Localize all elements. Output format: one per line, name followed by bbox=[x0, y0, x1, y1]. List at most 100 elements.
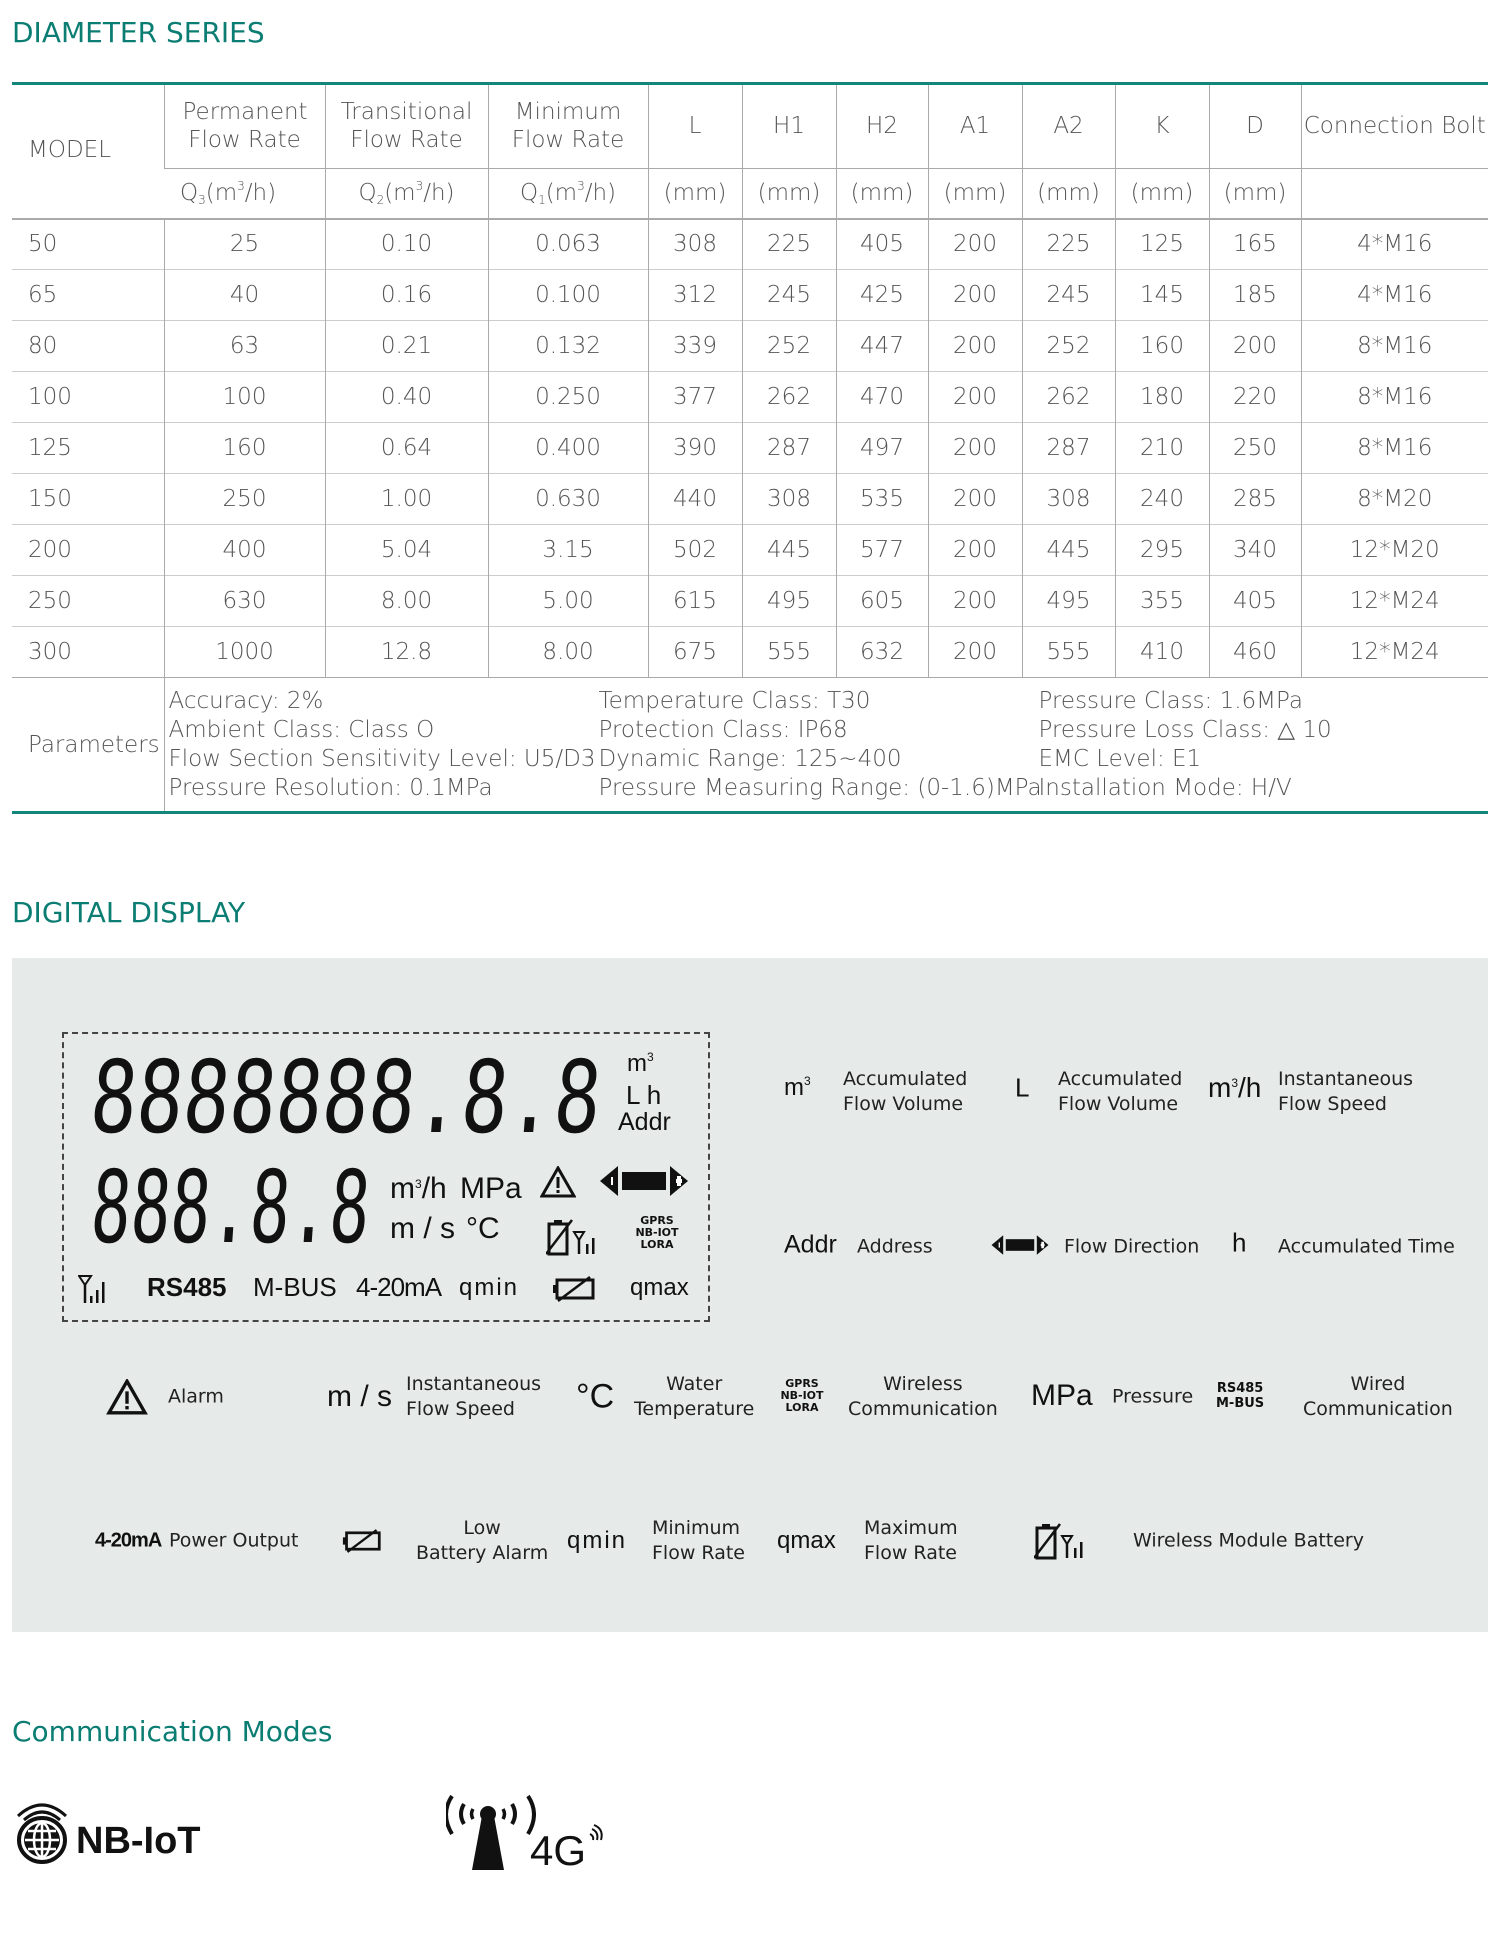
table-row: 100 100 0.40 0.250 377 262 470 200 262 180 220 8*M1… bbox=[12, 371, 1488, 423]
table-cell: 200 bbox=[927, 626, 1022, 678]
table-cell: 8*M20 bbox=[1300, 473, 1488, 525]
table-cell: 12*M24 bbox=[1300, 626, 1488, 678]
table-cell: 200 bbox=[927, 269, 1022, 321]
legend-ms-label: Instantaneous Flow Speed bbox=[406, 1373, 542, 1420]
legend-flow-direction-label: Flow Direction bbox=[1064, 1235, 1200, 1258]
legend-wired-label: Wired Communication bbox=[1303, 1373, 1453, 1420]
legend-wireless-module-battery-icon bbox=[1034, 1523, 1083, 1560]
table-cell: 252 bbox=[741, 320, 836, 372]
header-d: D bbox=[1208, 83, 1301, 169]
table-cell: 308 bbox=[647, 217, 742, 270]
header-h1: H1 bbox=[741, 83, 836, 169]
lcd-display bbox=[62, 1032, 710, 1322]
unit-mm: (mm) bbox=[1021, 168, 1115, 219]
table-cell: 308 bbox=[741, 473, 836, 525]
digital-display-title: DIGITAL DISPLAY bbox=[12, 896, 246, 929]
table-cell: 50 bbox=[12, 217, 164, 270]
legend-ms-symbol: m / s bbox=[327, 1380, 392, 1413]
4g-label: 4G bbox=[530, 1827, 587, 1874]
table-cell: 8*M16 bbox=[1300, 320, 1488, 372]
legend-wired-symbol: RS485 M-BUS bbox=[1216, 1381, 1265, 1411]
parameter-item: Pressure Measuring Range: (0-1.6)MPa bbox=[598, 774, 1042, 801]
table-cell: 0.100 bbox=[487, 269, 648, 321]
table-cell: 100 bbox=[163, 371, 325, 423]
table-cell: 0.64 bbox=[324, 422, 488, 474]
table-cell: 210 bbox=[1114, 422, 1209, 474]
header-a1: A1 bbox=[927, 83, 1022, 169]
table-row: 65 40 0.16 0.100 312 245 425 200 245 145 185 4*M16 bbox=[12, 269, 1488, 321]
table-cell: 340 bbox=[1208, 524, 1301, 576]
table-cell: 100 bbox=[12, 371, 164, 423]
table-cell: 262 bbox=[741, 371, 836, 423]
table-cell: 262 bbox=[1021, 371, 1115, 423]
lcd-unit-c: °C bbox=[466, 1212, 500, 1245]
table-cell: 200 bbox=[927, 575, 1022, 627]
parameters-column: Pressure Class: 1.6MPa Pressure Loss Clas… bbox=[1039, 687, 1489, 803]
parameter-item: Accuracy: 2% bbox=[168, 687, 324, 714]
table-cell: 200 bbox=[12, 524, 164, 576]
table-cell: 5.04 bbox=[324, 524, 488, 576]
table-cell: 185 bbox=[1208, 269, 1301, 321]
table-cell: 287 bbox=[741, 422, 836, 474]
legend-addr-label: Address bbox=[857, 1235, 933, 1258]
table-cell: 12.8 bbox=[324, 626, 488, 678]
table-cell: 355 bbox=[1114, 575, 1209, 627]
table-row: 250 630 8.00 5.00 615 495 605 200 495 355 405 12*M2… bbox=[12, 575, 1488, 627]
table-cell: 0.063 bbox=[487, 217, 648, 270]
table-cell: 445 bbox=[1021, 524, 1115, 576]
lcd-rs485: RS485 bbox=[147, 1272, 227, 1302]
low-battery-icon bbox=[553, 1276, 595, 1302]
table-cell: 0.10 bbox=[324, 217, 488, 270]
legend-qmax-label: Maximum Flow Rate bbox=[864, 1517, 958, 1564]
parameter-item: Installation Mode: H/V bbox=[1038, 774, 1292, 801]
table-cell: 200 bbox=[927, 473, 1022, 525]
table-cell: 630 bbox=[163, 575, 325, 627]
table-cell: 390 bbox=[647, 422, 742, 474]
legend-m3-symbol: m3 bbox=[784, 1074, 811, 1101]
legend-low-battery-label: Low Battery Alarm bbox=[416, 1517, 549, 1564]
legend-celsius-label: Water Temperature bbox=[634, 1373, 755, 1420]
parameter-item: Pressure Resolution: 0.1MPa bbox=[168, 774, 493, 801]
parameters-column: Temperature Class: T30 Protection Class: … bbox=[598, 687, 1042, 803]
unit-mm: (mm) bbox=[1208, 168, 1301, 219]
table-cell: 180 bbox=[1114, 371, 1209, 423]
table-cell: 300 bbox=[12, 626, 164, 678]
table-cell: 605 bbox=[835, 575, 928, 627]
parameters-grid: Accuracy: 2% Ambient Class: Class O Flow S… bbox=[165, 687, 1489, 803]
lcd-unit-addr: Addr bbox=[618, 1108, 671, 1136]
lcd-unit-lh: L h bbox=[626, 1080, 662, 1110]
lcd-unit-ms: m / s bbox=[390, 1212, 455, 1245]
parameter-item: Ambient Class: Class O bbox=[168, 716, 435, 743]
table-cell: 312 bbox=[647, 269, 742, 321]
table-row: 300 1000 12.8 8.00 675 555 632 200 555 410 460 12*M… bbox=[12, 626, 1488, 678]
table-cell: 250 bbox=[1208, 422, 1301, 474]
signal-icon bbox=[78, 1275, 105, 1303]
table-cell: 405 bbox=[1208, 575, 1301, 627]
legend-qmax-symbol: qmax bbox=[777, 1527, 836, 1554]
table-cell: 250 bbox=[163, 473, 325, 525]
legend-celsius-symbol: °C bbox=[576, 1377, 615, 1416]
legend-qmin-label: Minimum Flow Rate bbox=[652, 1517, 745, 1564]
lcd-qmin: qmin bbox=[459, 1274, 520, 1301]
legend-l-label: Accumulated Flow Volume bbox=[1058, 1068, 1183, 1115]
lcd-qmax: qmax bbox=[630, 1274, 689, 1301]
table-cell: 0.40 bbox=[324, 371, 488, 423]
parameter-item: Flow Section Sensitivity Level: U5/D3 bbox=[168, 745, 596, 772]
lcd-mbus: M-BUS bbox=[253, 1272, 337, 1302]
table-cell: 252 bbox=[1021, 320, 1115, 372]
table-cell: 145 bbox=[1114, 269, 1209, 321]
table-cell: 8*M16 bbox=[1300, 422, 1488, 474]
table-cell: 5.00 bbox=[487, 575, 648, 627]
table-cell: 200 bbox=[1208, 320, 1301, 372]
table-cell: 25 bbox=[163, 217, 325, 270]
table-cell: 577 bbox=[835, 524, 928, 576]
legend-wireless-label: Wireless Communication bbox=[848, 1373, 998, 1420]
lcd-top-digits: 8888888.8.8 bbox=[86, 1039, 606, 1156]
4g-signal-icon bbox=[589, 1824, 603, 1841]
legend-flow-direction-icon bbox=[991, 1235, 1049, 1255]
unit-q3: Q3(m3/h) bbox=[164, 168, 325, 219]
table-cell: 460 bbox=[1208, 626, 1301, 678]
table-cell: 0.250 bbox=[487, 371, 648, 423]
table-cell: 0.132 bbox=[487, 320, 648, 372]
legend-mpa-label: Pressure bbox=[1112, 1385, 1194, 1408]
